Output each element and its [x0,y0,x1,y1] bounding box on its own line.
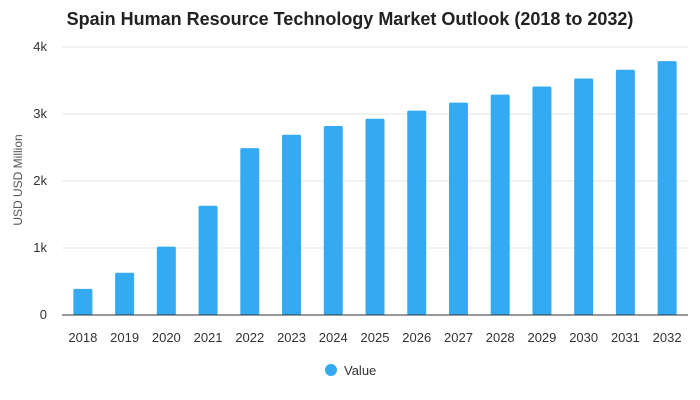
bar-2032[interactable] [657,61,677,315]
y-tick-label: 3k [33,106,47,121]
bar-2030[interactable] [574,78,594,316]
x-tick-label: 2020 [152,330,181,345]
x-tick-label: 2028 [486,330,515,345]
y-axis-label: USD USD Million [11,134,25,225]
bar-2022[interactable] [240,148,260,315]
y-tick-label: 4k [33,39,47,54]
bar-2026[interactable] [407,110,427,316]
y-tick-label: 0 [40,307,47,322]
x-tick-label: 2021 [194,330,223,345]
bar-2027[interactable] [448,102,468,315]
x-tick-label: 2029 [527,330,556,345]
bar-2019[interactable] [115,272,135,315]
bar-2024[interactable] [323,126,343,315]
legend-label-value: Value [344,363,376,378]
legend[interactable]: Value [325,363,376,378]
chart-title: Spain Human Resource Technology Market O… [67,9,634,29]
bar-2021[interactable] [198,205,218,315]
bar-2023[interactable] [282,134,302,315]
y-axis-ticks: 0 1k 2k 3k 4k [33,39,47,322]
x-tick-label: 2027 [444,330,473,345]
bar-2031[interactable] [615,69,635,315]
bar-2029[interactable] [532,86,552,315]
x-axis-ticks: 2018 2019 2020 2021 2022 2023 2024 2025 2026 2027… [68,330,681,345]
x-tick-label: 2031 [611,330,640,345]
y-tick-label: 2k [33,173,47,188]
x-tick-label: 2024 [319,330,348,345]
x-tick-label: 2018 [68,330,97,345]
x-tick-label: 2032 [653,330,682,345]
x-tick-label: 2022 [235,330,264,345]
x-tick-label: 2023 [277,330,306,345]
bars [73,61,677,316]
x-tick-label: 2026 [402,330,431,345]
bar-2025[interactable] [365,118,385,315]
y-tick-label: 1k [33,240,47,255]
bar-2028[interactable] [490,94,510,315]
x-tick-label: 2025 [361,330,390,345]
bar-2018[interactable] [73,288,93,315]
x-tick-label: 2030 [569,330,598,345]
x-tick-label: 2019 [110,330,139,345]
bar-2020[interactable] [156,246,176,315]
legend-marker-value [325,364,337,376]
